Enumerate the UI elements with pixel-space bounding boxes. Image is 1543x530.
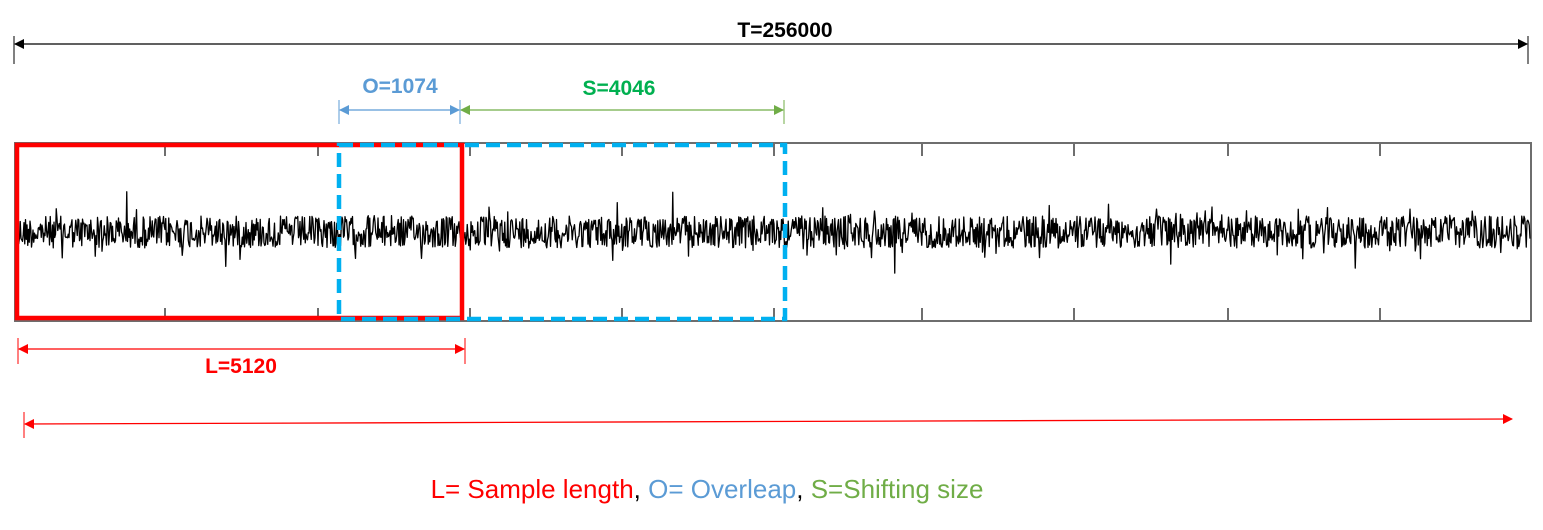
legend-length: L= Sample length (430, 474, 634, 504)
legend-shift: S=Shifting size (810, 474, 984, 504)
length-label: L=5120 (205, 355, 277, 378)
sample-window-2 (336, 142, 788, 322)
overlap-label: O=1074 (362, 75, 438, 98)
sliding-arrow (24, 414, 1513, 429)
legend: L= Sample length, O= Overleap, S=Shiftin… (0, 474, 1414, 505)
legend-overlap: O= Overleap (648, 474, 797, 504)
total-label: T=256000 (737, 19, 832, 42)
vibration-signal (17, 191, 1531, 274)
shift-label: S=4046 (583, 77, 656, 100)
sample-window-1 (14, 142, 465, 321)
legend-separator-2: , (796, 474, 811, 504)
legend-separator-1: , (633, 474, 649, 504)
